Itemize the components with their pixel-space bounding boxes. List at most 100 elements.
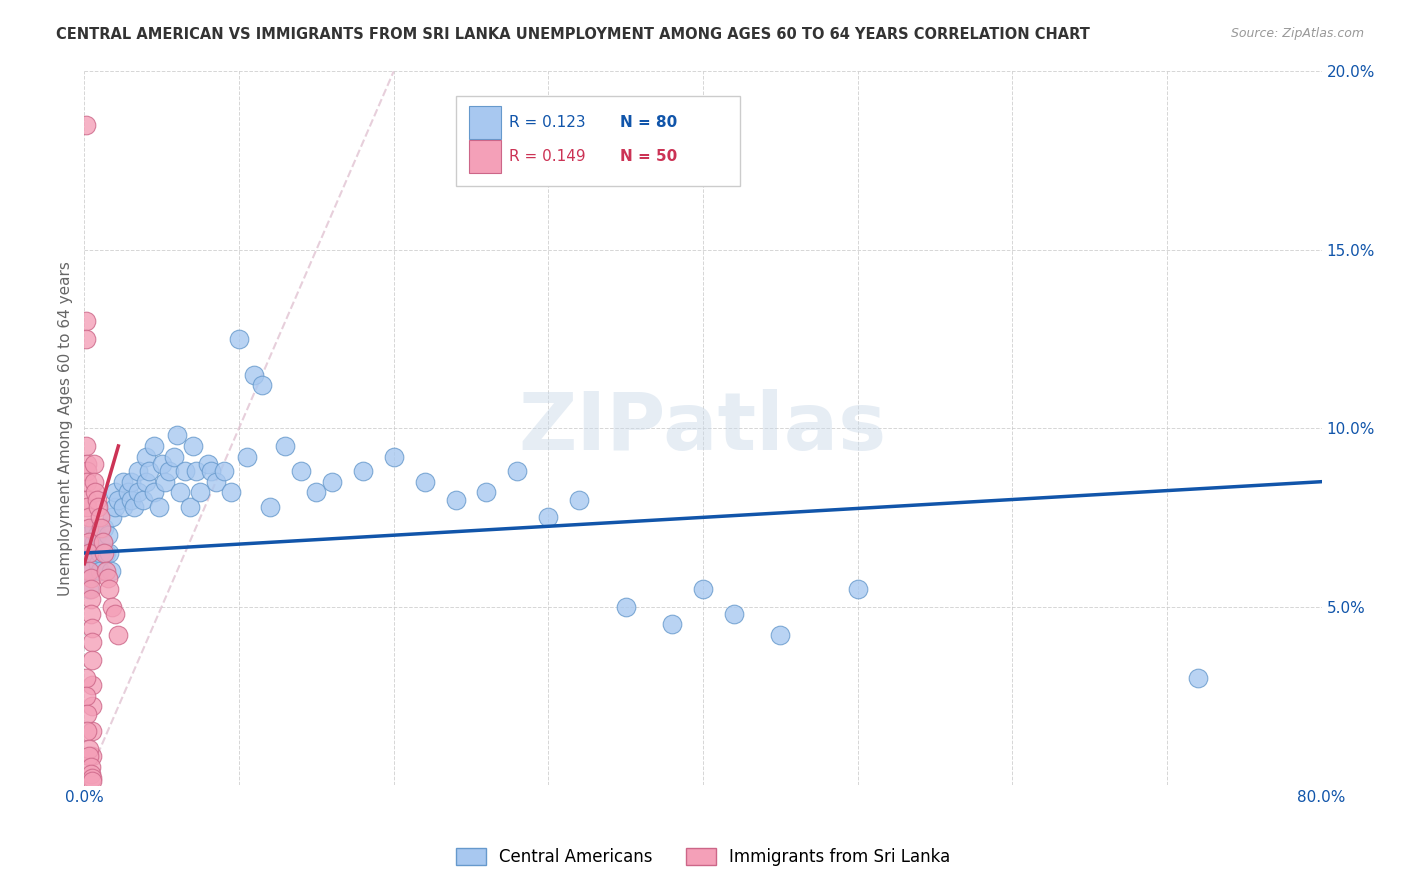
Point	[127, 464, 149, 478]
Point	[101, 599, 124, 614]
Point	[77, 528, 100, 542]
FancyBboxPatch shape	[470, 140, 502, 173]
FancyBboxPatch shape	[470, 106, 502, 139]
Point	[101, 510, 124, 524]
Point	[84, 546, 107, 560]
Point	[77, 564, 100, 578]
Legend: Central Americans, Immigrants from Sri Lanka: Central Americans, Immigrants from Sri L…	[447, 840, 959, 875]
Point	[94, 546, 117, 560]
Point	[305, 485, 328, 500]
Point	[76, 706, 98, 721]
Point	[197, 457, 219, 471]
Point	[537, 510, 560, 524]
Point	[82, 653, 104, 667]
Point	[79, 767, 101, 781]
Point	[153, 475, 176, 489]
Point	[86, 528, 108, 542]
Point	[90, 521, 112, 535]
Point	[82, 749, 104, 764]
Point	[120, 475, 142, 489]
Point	[104, 500, 127, 514]
Point	[159, 464, 180, 478]
Point	[82, 621, 104, 635]
Point	[166, 428, 188, 442]
Point	[82, 678, 104, 692]
Point	[769, 628, 792, 642]
Point	[93, 521, 115, 535]
Point	[77, 535, 100, 549]
Point	[75, 439, 97, 453]
Point	[82, 635, 104, 649]
Point	[112, 475, 135, 489]
Point	[75, 671, 97, 685]
Point	[100, 564, 122, 578]
Point	[475, 485, 498, 500]
Text: R = 0.149: R = 0.149	[509, 149, 585, 164]
Point	[107, 628, 129, 642]
Point	[82, 771, 104, 785]
Point	[122, 500, 145, 514]
Point	[661, 617, 683, 632]
Point	[132, 492, 155, 507]
Point	[82, 564, 104, 578]
Point	[79, 607, 101, 621]
Point	[413, 475, 436, 489]
Point	[94, 564, 117, 578]
Point	[77, 582, 100, 596]
Point	[83, 475, 105, 489]
Point	[93, 546, 115, 560]
Point	[75, 546, 97, 560]
Point	[76, 724, 98, 739]
Point	[184, 464, 207, 478]
Point	[91, 535, 114, 549]
Point	[79, 760, 101, 774]
Point	[77, 742, 100, 756]
Point	[614, 599, 637, 614]
Point	[692, 582, 714, 596]
Point	[96, 528, 118, 542]
Point	[75, 689, 97, 703]
Point	[91, 535, 114, 549]
Point	[200, 464, 222, 478]
Point	[77, 521, 100, 535]
Point	[212, 464, 235, 478]
Point	[112, 500, 135, 514]
Point	[87, 557, 110, 571]
Point	[89, 564, 111, 578]
Point	[382, 450, 405, 464]
Point	[135, 475, 157, 489]
Point	[274, 439, 297, 453]
Point	[117, 485, 139, 500]
Point	[87, 500, 110, 514]
Point	[76, 464, 98, 478]
Point	[76, 564, 98, 578]
Point	[163, 450, 186, 464]
Point	[138, 464, 160, 478]
Point	[82, 724, 104, 739]
Point	[96, 571, 118, 585]
Point	[135, 450, 157, 464]
Point	[1187, 671, 1209, 685]
Point	[83, 457, 105, 471]
Point	[150, 457, 173, 471]
Text: N = 50: N = 50	[620, 149, 678, 164]
FancyBboxPatch shape	[456, 96, 740, 186]
Point	[228, 332, 250, 346]
Point	[79, 571, 101, 585]
Point	[79, 546, 101, 560]
Point	[104, 607, 127, 621]
Point	[82, 699, 104, 714]
Point	[79, 582, 101, 596]
Point	[84, 485, 107, 500]
Point	[723, 607, 745, 621]
Point	[79, 564, 101, 578]
Point	[143, 485, 166, 500]
Point	[75, 332, 97, 346]
Point	[77, 749, 100, 764]
Point	[75, 118, 97, 132]
Point	[82, 546, 104, 560]
Text: ZIPatlas: ZIPatlas	[519, 389, 887, 467]
Text: N = 80: N = 80	[620, 115, 678, 130]
Text: CENTRAL AMERICAN VS IMMIGRANTS FROM SRI LANKA UNEMPLOYMENT AMONG AGES 60 TO 64 Y: CENTRAL AMERICAN VS IMMIGRANTS FROM SRI …	[56, 27, 1090, 42]
Point	[179, 500, 201, 514]
